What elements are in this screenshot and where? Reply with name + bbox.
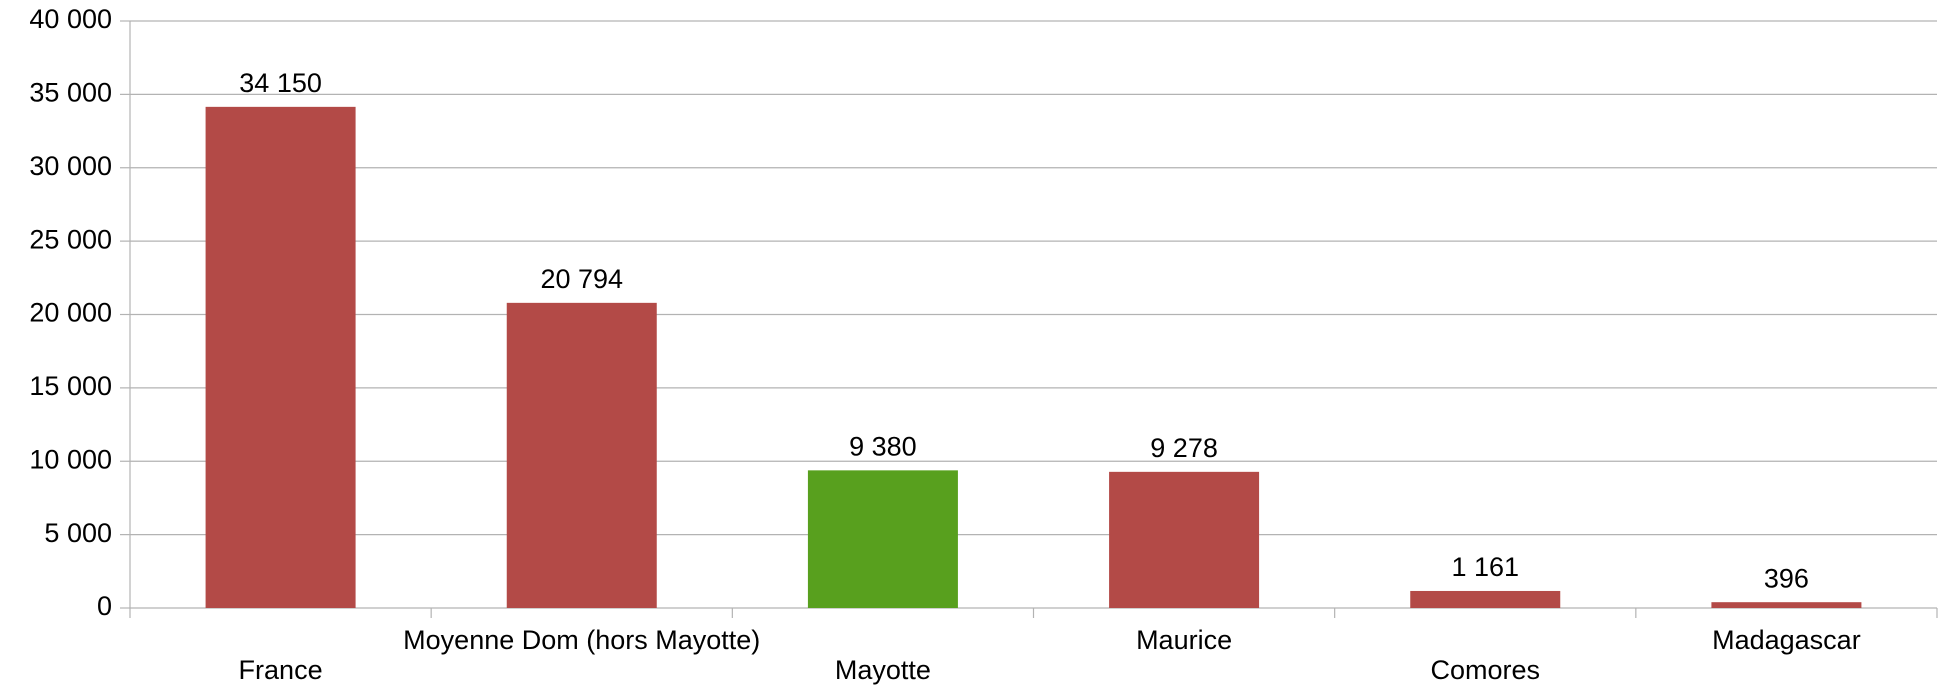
- bar: [1711, 602, 1862, 608]
- x-tick-label: France: [239, 655, 323, 685]
- bar: [1109, 471, 1260, 608]
- y-tick-label: 40 000: [29, 4, 112, 34]
- value-label: 396: [1764, 563, 1809, 593]
- value-label: 9 278: [1150, 433, 1218, 463]
- value-label: 34 150: [239, 68, 322, 98]
- x-tick-label: Comores: [1430, 655, 1540, 685]
- bar: [506, 302, 657, 608]
- value-label: 20 794: [540, 264, 623, 294]
- x-tick-label: Moyenne Dom (hors Mayotte): [403, 625, 760, 655]
- y-tick-label: 5 000: [44, 518, 112, 548]
- bar: [1410, 590, 1561, 608]
- bar: [205, 106, 356, 608]
- y-tick-label: 20 000: [29, 298, 112, 328]
- y-tick-label: 30 000: [29, 151, 112, 181]
- bar: [807, 470, 958, 608]
- value-label: 1 161: [1451, 552, 1519, 582]
- y-tick-label: 35 000: [29, 78, 112, 108]
- x-tick-label: Mayotte: [835, 655, 931, 685]
- value-label: 9 380: [849, 431, 917, 461]
- y-tick-label: 15 000: [29, 371, 112, 401]
- y-tick-label: 25 000: [29, 224, 112, 254]
- y-tick-label: 0: [97, 591, 112, 621]
- x-tick-label: Madagascar: [1712, 625, 1861, 655]
- y-tick-label: 10 000: [29, 444, 112, 474]
- x-tick-label: Maurice: [1136, 625, 1232, 655]
